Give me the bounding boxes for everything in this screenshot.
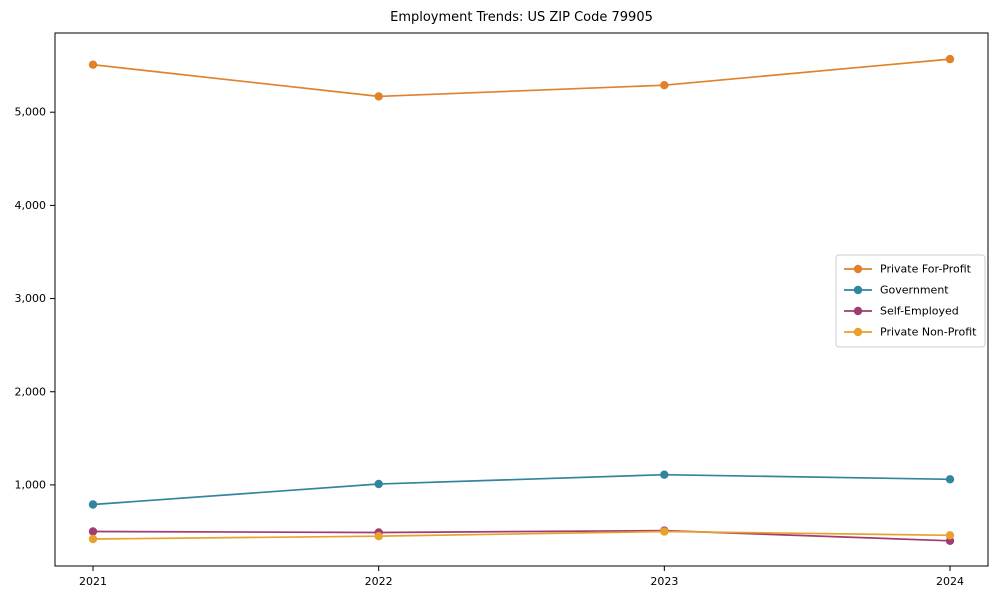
legend-label: Private Non-Profit [880,326,977,339]
x-tick-label: 2024 [936,575,964,588]
legend-label: Private For-Profit [880,263,972,276]
y-axis: 1,000 2,000 3,000 4,000 5,000 [15,106,55,491]
data-point-marker [945,531,955,540]
data-point-marker [660,527,669,536]
legend-label: Government [880,284,949,297]
x-tick-label: 2022 [365,575,393,588]
chart-title: Employment Trends: US ZIP Code 79905 [390,10,653,25]
data-point-marker [88,527,98,536]
legend-sample-marker [853,327,863,337]
data-point-marker [374,479,383,489]
x-axis: 2021 2022 2023 2024 [79,566,964,588]
data-point-marker [660,470,669,479]
data-point-marker [88,500,98,509]
y-tick-label: 2,000 [15,385,47,398]
data-point-marker [374,92,383,101]
y-tick-label: 4,000 [15,199,47,212]
legend-sample-marker [853,264,863,274]
series-private-for-profit [88,54,955,101]
data-point-marker [660,81,669,90]
data-point-marker [945,54,955,64]
series-line [92,473,951,506]
legend-sample-marker [853,285,863,295]
legend-box [835,254,986,348]
x-tick-label: 2021 [79,575,107,588]
data-point-marker [88,60,98,69]
legend: Private For-Profit Government Self-Employe… [835,254,986,348]
series-line [92,530,951,540]
legend-sample-marker [853,306,863,316]
series-government [88,470,955,509]
data-point-marker [374,532,383,541]
y-tick-label: 1,000 [15,478,47,491]
series-private-non-profit [88,527,955,544]
series-self-employed [88,526,955,545]
data-point-marker [945,475,955,484]
series-line [92,529,951,542]
data-point-marker [88,534,98,544]
plot-frame [54,32,989,567]
y-tick-label: 3,000 [15,292,47,305]
x-tick-label: 2023 [650,575,678,588]
legend-label: Self-Employed [880,305,959,318]
y-tick-label: 5,000 [15,106,47,119]
series-line [92,58,951,98]
